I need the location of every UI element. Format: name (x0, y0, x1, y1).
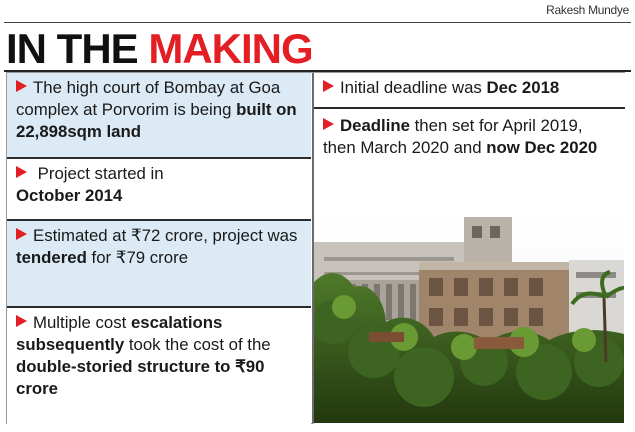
fact-revised-deadline: Deadline then set for April 2019, then M… (314, 111, 625, 191)
fact-emphasis: tendered (16, 248, 87, 267)
fact-project-start: Project started in October 2014 (7, 159, 311, 221)
fact-text: Initial deadline was (340, 78, 487, 97)
left-facts-column: The high court of Bombay at Goa complex … (7, 73, 311, 424)
column-divider (312, 73, 314, 423)
building-photo (314, 212, 624, 423)
fact-text: for ₹79 crore (86, 248, 189, 267)
headline-prefix: IN THE (6, 25, 149, 72)
fact-emphasis: Dec 2018 (486, 78, 560, 97)
fact-initial-deadline: Initial deadline was Dec 2018 (314, 73, 625, 109)
fact-emphasis: October 2014 (16, 186, 123, 205)
building-photo-illustration (314, 212, 624, 423)
bullet-arrow-icon (16, 315, 27, 327)
fact-emphasis: escalations subsequently (16, 313, 223, 354)
bullet-arrow-icon (16, 228, 27, 240)
fact-emphasis: now Dec 2020 (486, 138, 598, 157)
fact-text: then set for April 2019, then March 2020… (323, 116, 583, 157)
fact-court-land: The high court of Bombay at Goa complex … (7, 73, 311, 159)
bullet-arrow-icon (16, 80, 27, 92)
fact-text: took the cost of the (124, 335, 271, 354)
bullet-arrow-icon (323, 118, 334, 130)
fact-text: Estimated at ₹72 crore (33, 226, 204, 245)
headline: IN THE MAKING (6, 24, 314, 74)
photo-credit: Rakesh Mundye (546, 3, 629, 17)
bullet-arrow-icon (323, 80, 334, 92)
fact-escalations: Multiple cost escalations subsequently t… (7, 308, 311, 424)
fact-text: Multiple cost (33, 313, 131, 332)
top-rule (4, 22, 631, 23)
fact-text: Project started in (33, 164, 164, 183)
fact-text: , project was (203, 226, 298, 245)
headline-highlight: MAKING (148, 25, 313, 72)
fact-estimate: Estimated at ₹72 crore, project was tend… (7, 221, 311, 308)
fact-text: The high court of Bombay at Goa complex … (16, 78, 281, 119)
bullet-arrow-icon (16, 166, 27, 178)
headline-rule (4, 70, 631, 72)
fact-emphasis: built on 22,898sqm land (16, 100, 297, 141)
fact-emphasis: double-storied structure to ₹90 crore (16, 357, 265, 398)
fact-emphasis: Deadline (340, 116, 410, 135)
